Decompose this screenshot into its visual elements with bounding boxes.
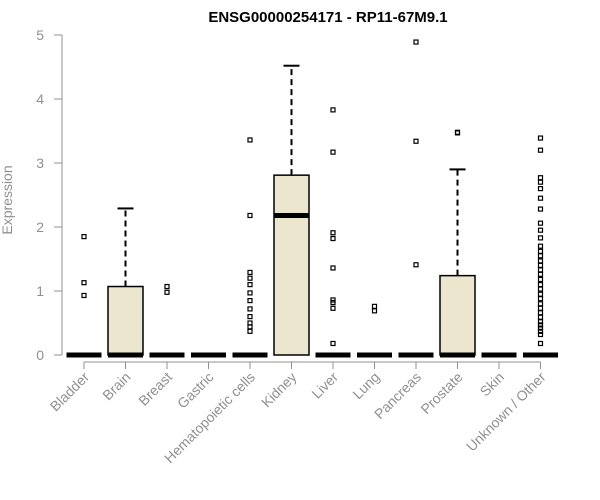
box-prostate bbox=[439, 129, 476, 358]
outlier-point bbox=[164, 283, 170, 290]
outlier-point bbox=[537, 227, 544, 233]
boxes-group bbox=[66, 39, 558, 358]
box-breast bbox=[149, 283, 185, 358]
x-tick-label: Prostate bbox=[417, 369, 465, 417]
outlier-point bbox=[537, 271, 544, 277]
outlier-point bbox=[247, 306, 253, 312]
outlier-point bbox=[454, 130, 461, 136]
outlier-point bbox=[537, 319, 544, 325]
outlier-point bbox=[537, 186, 544, 192]
outlier-point bbox=[81, 280, 87, 286]
box-body bbox=[439, 274, 476, 356]
outlier-point bbox=[81, 292, 87, 299]
outlier-point bbox=[330, 340, 336, 347]
outlier-point bbox=[247, 282, 253, 288]
outlier-point bbox=[537, 276, 544, 283]
outlier-point bbox=[537, 291, 544, 297]
outlier-point bbox=[537, 282, 544, 288]
outlier-point bbox=[330, 107, 336, 113]
outlier-point bbox=[330, 230, 336, 236]
x-tick-label: Brain bbox=[99, 369, 133, 403]
y-tick-label: 3 bbox=[36, 155, 44, 171]
outlier-point bbox=[247, 298, 253, 304]
outlier-point bbox=[413, 262, 419, 268]
outlier-point bbox=[247, 314, 253, 320]
y-axis-label: Expression bbox=[0, 165, 15, 234]
outlier-point bbox=[537, 328, 544, 334]
box-unknown-other bbox=[523, 135, 558, 358]
outlier-point bbox=[537, 195, 544, 201]
box-body bbox=[107, 285, 144, 356]
x-tick-label: Bladder bbox=[47, 369, 93, 415]
outlier-point bbox=[413, 39, 419, 45]
box-brain bbox=[107, 207, 144, 358]
box-kidney bbox=[273, 64, 310, 356]
outlier-point bbox=[247, 275, 253, 281]
outlier-point bbox=[537, 135, 544, 141]
outlier-point bbox=[413, 138, 419, 144]
outlier-point bbox=[537, 248, 544, 254]
outlier-point bbox=[537, 340, 544, 347]
y-axis: 0 1 2 3 4 5 bbox=[36, 27, 63, 363]
outlier-point bbox=[537, 206, 544, 212]
outlier-point bbox=[330, 235, 336, 242]
y-tick-label: 5 bbox=[36, 27, 44, 43]
outlier-point bbox=[247, 137, 253, 143]
outlier-point bbox=[537, 325, 544, 331]
outlier-point bbox=[537, 175, 544, 181]
x-tick-label: Unknown / Other bbox=[463, 369, 549, 455]
outlier-point bbox=[537, 310, 544, 316]
y-tick-label: 4 bbox=[36, 91, 44, 107]
outlier-point bbox=[330, 265, 336, 271]
x-tick-label: Breast bbox=[135, 369, 175, 409]
outlier-point bbox=[247, 290, 253, 296]
outlier-point bbox=[537, 220, 544, 226]
outlier-point bbox=[537, 331, 544, 338]
outlier-point bbox=[164, 289, 170, 295]
box-pancreas bbox=[398, 39, 434, 358]
outlier-point bbox=[537, 243, 544, 249]
outlier-point bbox=[537, 301, 544, 307]
outlier-point bbox=[537, 296, 544, 302]
y-tick-label: 2 bbox=[36, 219, 44, 235]
outlier-point bbox=[537, 314, 544, 320]
outlier-point bbox=[330, 149, 336, 155]
outlier-point bbox=[247, 328, 253, 334]
outlier-point bbox=[330, 305, 336, 311]
chart-title: ENSG00000254171 - RP11-67M9.1 bbox=[208, 9, 447, 26]
outlier-point bbox=[371, 303, 378, 309]
outlier-point bbox=[537, 262, 544, 268]
box-liver bbox=[315, 107, 351, 358]
outlier-point bbox=[537, 235, 544, 241]
x-tick-label: Liver bbox=[308, 369, 341, 402]
outlier-point bbox=[537, 322, 544, 328]
box-body bbox=[273, 174, 310, 356]
box-lung bbox=[357, 303, 392, 358]
box-bladder bbox=[66, 234, 102, 358]
y-tick-label: 0 bbox=[36, 347, 44, 363]
outlier-point bbox=[371, 308, 378, 314]
outlier-point bbox=[330, 299, 336, 306]
outlier-point bbox=[537, 179, 544, 185]
outlier-point bbox=[81, 234, 87, 240]
outlier-point bbox=[537, 267, 544, 273]
outlier-point bbox=[537, 258, 544, 264]
x-tick-label: Kidney bbox=[258, 369, 300, 411]
outlier-point bbox=[537, 286, 544, 292]
y-tick-label: 1 bbox=[36, 283, 44, 299]
outlier-point bbox=[537, 253, 544, 259]
outlier-point bbox=[537, 305, 544, 311]
outlier-point bbox=[537, 147, 544, 153]
outlier-point bbox=[247, 212, 253, 219]
x-tick-label: Skin bbox=[477, 369, 508, 400]
outlier-point bbox=[247, 269, 253, 276]
box-hematopoietic-cells bbox=[232, 137, 268, 358]
x-tick-label: Lung bbox=[349, 369, 382, 402]
